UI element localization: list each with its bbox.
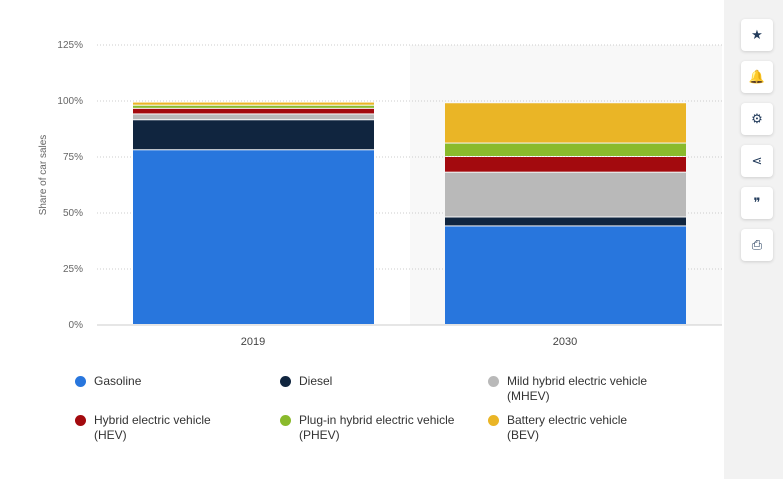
legend-label: Hybrid electric vehicle (HEV) xyxy=(94,413,211,442)
legend-item[interactable]: Battery electric vehicle (BEV) xyxy=(488,413,627,443)
quote-button[interactable]: ❞ xyxy=(741,187,773,219)
bar-segment-diesel xyxy=(445,217,686,226)
share-icon: ⋖ xyxy=(751,153,763,168)
y-axis-label: Share of car sales xyxy=(38,135,49,216)
gear-button[interactable]: ⚙ xyxy=(741,103,773,135)
bar-segment-battery xyxy=(445,103,686,143)
bar-segment-hybrid xyxy=(445,157,686,172)
bar-segment-mild xyxy=(445,172,686,217)
bar-segment-mild xyxy=(133,114,374,120)
legend-label: Diesel xyxy=(299,374,333,388)
legend-marker xyxy=(488,376,499,387)
star-icon: ★ xyxy=(751,27,763,42)
print-icon: ⎙ xyxy=(751,237,763,252)
y-tick-label: 0% xyxy=(69,320,84,331)
share-button[interactable]: ⋖ xyxy=(741,145,773,177)
stacked-bar-chart: 0% 25% 50% 75% 100% 125% Share of car sales 201… xyxy=(38,40,722,348)
bar-segment-gasoline xyxy=(445,226,686,324)
legend-item[interactable]: Diesel xyxy=(280,374,332,389)
legend-item[interactable]: Hybrid electric vehicle (HEV) xyxy=(75,413,211,443)
legend-marker xyxy=(75,415,86,426)
x-tick-label: 2019 xyxy=(241,336,265,348)
bar-segment-diesel xyxy=(133,120,374,150)
bell-button[interactable]: 🔔 xyxy=(741,61,773,93)
legend-label: Mild hybrid electric vehicle (MHEV) xyxy=(507,374,648,403)
star-button[interactable]: ★ xyxy=(741,19,773,51)
quote-icon: ❞ xyxy=(753,195,761,210)
legend-marker xyxy=(488,415,499,426)
y-tick-label: 75% xyxy=(63,152,83,163)
bar-segment-hybrid xyxy=(133,108,374,114)
legend-marker xyxy=(75,376,86,387)
bar-segment-plug-in xyxy=(133,105,374,108)
bar-segment-battery xyxy=(133,102,374,105)
bar-segment-gasoline xyxy=(133,150,374,324)
legend-label: Battery electric vehicle (BEV) xyxy=(507,413,628,442)
y-tick-label: 25% xyxy=(63,264,83,275)
print-button[interactable]: ⎙ xyxy=(741,229,773,261)
legend-item[interactable]: Plug-in hybrid electric vehicle (PHEV) xyxy=(280,413,454,443)
gear-icon: ⚙ xyxy=(751,111,763,126)
legend-label: Gasoline xyxy=(94,374,142,388)
y-tick-label: 50% xyxy=(63,208,83,219)
y-tick-label: 125% xyxy=(57,40,83,51)
legend-item[interactable]: Mild hybrid electric vehicle (MHEV) xyxy=(488,374,647,404)
y-tick-label: 100% xyxy=(57,96,83,107)
x-tick-label: 2030 xyxy=(553,336,577,348)
bar-segment-plug-in xyxy=(445,143,686,156)
legend-marker xyxy=(280,376,291,387)
legend-label: Plug-in hybrid electric vehicle (PHEV) xyxy=(299,413,455,442)
legend-marker xyxy=(280,415,291,426)
bell-icon: 🔔 xyxy=(748,69,766,84)
legend-item[interactable]: Gasoline xyxy=(75,374,141,389)
chart-card: 0% 25% 50% 75% 100% 125% Share of car sales 201… xyxy=(0,0,724,479)
